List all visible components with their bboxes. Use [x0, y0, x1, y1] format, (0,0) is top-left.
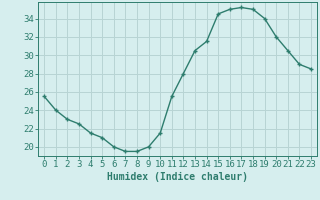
X-axis label: Humidex (Indice chaleur): Humidex (Indice chaleur): [107, 172, 248, 182]
